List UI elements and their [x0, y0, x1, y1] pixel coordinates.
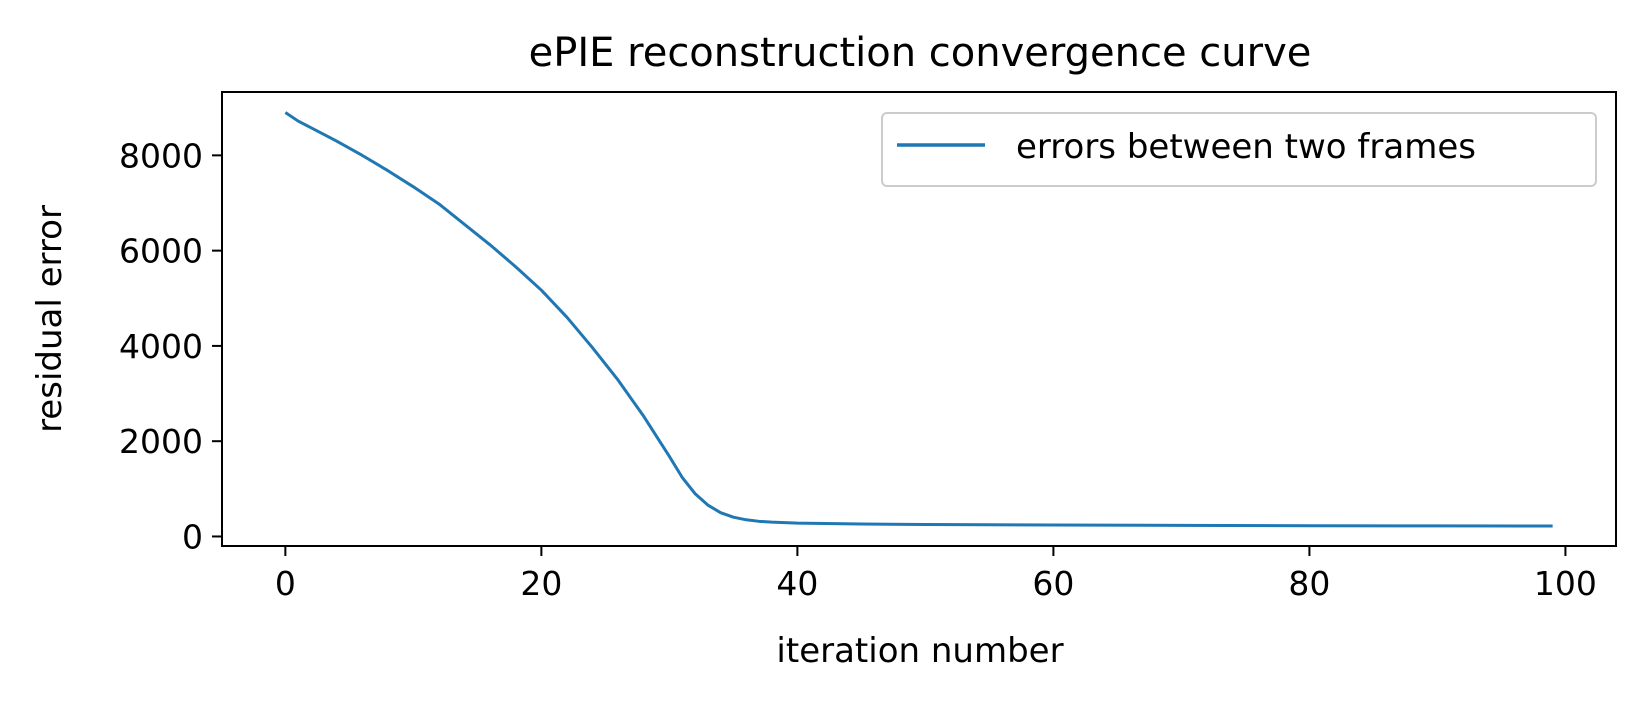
y-tick-label: 6000 [119, 232, 203, 271]
x-tick-label: 100 [1534, 564, 1597, 603]
x-axis-label: iteration number [776, 631, 1063, 671]
x-axis-ticks: 0 20 40 60 80 100 [275, 546, 1597, 603]
plot-frame [221, 91, 1617, 547]
y-tick-label: 0 [182, 517, 203, 556]
legend: errors between two frames [881, 112, 1597, 187]
legend-label: errors between two frames [1016, 127, 1476, 167]
chart-title: ePIE reconstruction convergence curve [529, 30, 1312, 76]
plot-area [284, 111, 1553, 528]
y-tick-label: 8000 [119, 136, 203, 175]
y-axis-ticks: 0 2000 4000 6000 8000 [119, 136, 222, 556]
x-tick-label: 60 [1032, 564, 1074, 603]
x-tick-label: 80 [1288, 564, 1330, 603]
x-tick-label: 40 [776, 564, 818, 603]
x-tick-label: 0 [275, 564, 296, 603]
legend-box [881, 112, 1597, 187]
series-line-0 [284, 111, 1553, 528]
y-axis-label: residual error [30, 205, 70, 433]
y-tick-label: 2000 [119, 422, 203, 461]
y-tick-label: 4000 [119, 327, 203, 366]
x-tick-label: 20 [520, 564, 562, 603]
